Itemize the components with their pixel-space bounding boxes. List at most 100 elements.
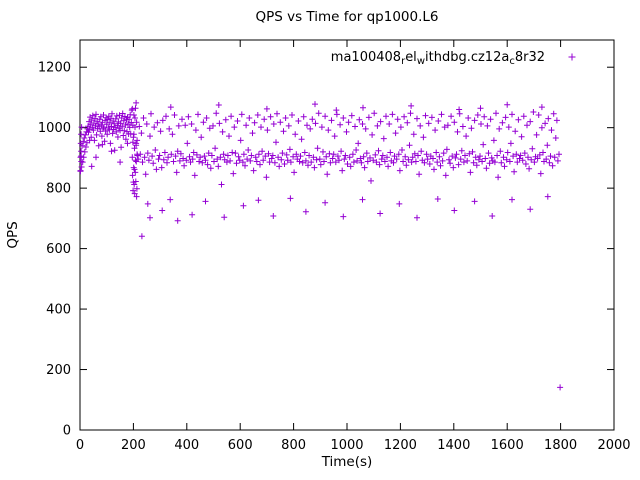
data-point-marker [396, 200, 403, 207]
data-point-marker [119, 123, 126, 130]
data-point-marker [415, 152, 421, 159]
data-point-marker [416, 171, 423, 178]
data-point-marker [150, 160, 157, 167]
data-point-marker [129, 154, 136, 161]
data-point-marker [135, 156, 142, 163]
data-point-marker [171, 112, 178, 118]
data-point-marker [372, 151, 379, 158]
data-point-marker [267, 113, 274, 120]
data-point-marker [215, 102, 222, 108]
data-point-marker [189, 156, 196, 163]
data-point-marker [164, 159, 170, 166]
data-point-marker [179, 116, 185, 123]
data-point-marker [112, 115, 119, 122]
data-point-marker [421, 159, 428, 166]
data-point-marker [289, 112, 295, 118]
data-point-marker [122, 136, 129, 143]
data-point-marker [477, 105, 484, 112]
data-point-marker [167, 104, 174, 111]
data-point-marker [487, 116, 494, 123]
data-point-marker [367, 154, 373, 161]
data-point-marker [443, 146, 450, 153]
data-point-marker [221, 214, 228, 221]
data-point-marker [339, 167, 346, 174]
data-point-marker [239, 159, 246, 166]
data-point-marker [352, 123, 358, 130]
data-point-marker [410, 131, 417, 138]
data-point-marker [326, 150, 333, 157]
data-point-marker [281, 161, 288, 167]
data-point-marker [368, 177, 374, 184]
data-point-marker [469, 148, 476, 155]
data-point-marker [500, 154, 507, 161]
data-point-marker [375, 147, 382, 154]
data-point-marker [447, 160, 454, 167]
data-point-marker [464, 157, 471, 164]
data-point-marker [376, 161, 383, 168]
data-point-marker [233, 160, 240, 167]
data-point-marker [482, 155, 489, 162]
data-point-marker [340, 115, 347, 121]
data-point-marker [552, 135, 559, 141]
data-point-marker [132, 115, 138, 121]
data-point-marker [313, 156, 320, 163]
data-point-marker [442, 172, 449, 179]
data-point-marker [432, 127, 439, 134]
data-point-marker [538, 104, 545, 111]
data-point-marker [124, 140, 131, 147]
data-point-marker [224, 152, 231, 159]
data-point-marker [378, 156, 385, 163]
data-point-marker [543, 156, 550, 163]
data-point-marker [227, 157, 234, 164]
data-point-marker [133, 99, 140, 106]
data-point-marker [196, 158, 203, 165]
data-point-marker [229, 149, 236, 156]
data-point-marker [93, 154, 99, 161]
data-point-marker [114, 134, 121, 140]
data-point-marker [396, 167, 403, 174]
data-point-marker [377, 210, 384, 217]
data-point-marker [412, 158, 419, 165]
data-point-marker [199, 159, 206, 166]
y-tick-label: 200 [46, 363, 71, 378]
data-point-marker [528, 156, 535, 163]
data-point-marker [331, 133, 338, 140]
data-point-marker [255, 197, 262, 204]
data-point-marker [117, 159, 124, 166]
data-point-marker [527, 118, 534, 125]
data-point-marker [246, 115, 253, 121]
data-point-marker [263, 174, 270, 181]
data-point-marker [394, 116, 401, 123]
data-point-marker [101, 124, 107, 131]
data-point-marker [266, 159, 273, 166]
data-point-marker [321, 158, 327, 165]
data-point-marker [553, 117, 560, 124]
data-point-marker [250, 167, 257, 174]
data-point-marker [538, 124, 545, 131]
data-point-marker [132, 169, 139, 176]
data-point-marker [409, 154, 416, 161]
data-point-marker [311, 164, 318, 171]
data-point-marker [315, 110, 322, 117]
data-point-marker [434, 159, 441, 166]
data-point-marker [129, 172, 136, 179]
data-point-marker [130, 179, 137, 186]
data-point-marker [439, 157, 446, 164]
data-point-marker [480, 141, 487, 148]
data-point-marker [393, 156, 400, 163]
data-point-marker [414, 115, 420, 122]
data-point-marker [260, 157, 267, 164]
data-point-marker [526, 165, 533, 172]
data-point-marker [536, 151, 543, 158]
data-point-marker [514, 159, 521, 166]
data-point-marker [437, 162, 444, 169]
data-point-marker [557, 384, 564, 391]
data-point-marker [334, 153, 341, 160]
data-point-marker [490, 137, 497, 144]
data-point-marker [111, 147, 118, 154]
data-point-marker [474, 112, 481, 118]
data-point-marker [304, 122, 310, 129]
data-point-marker [142, 171, 149, 178]
data-point-marker [465, 115, 472, 121]
